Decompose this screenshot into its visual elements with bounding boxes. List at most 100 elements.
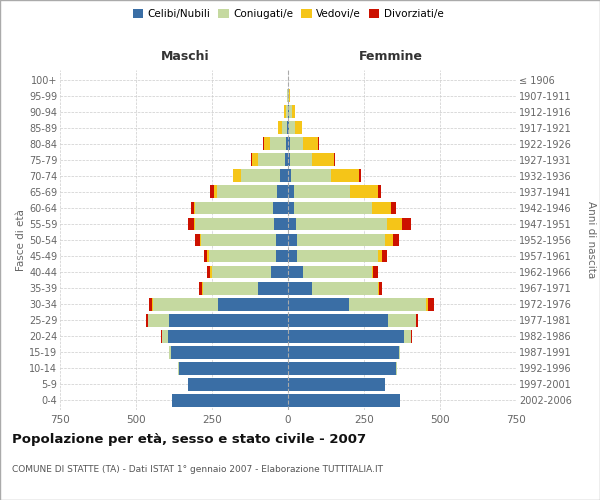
Bar <box>303 266 371 278</box>
Bar <box>188 378 288 391</box>
Bar <box>404 330 411 342</box>
Bar <box>288 378 385 391</box>
Bar <box>199 282 202 294</box>
Bar <box>334 154 335 166</box>
Bar <box>288 138 290 150</box>
Bar <box>295 122 302 134</box>
Bar <box>288 186 294 198</box>
Bar <box>371 202 391 214</box>
Bar <box>212 266 271 278</box>
Bar <box>292 106 295 118</box>
Bar <box>428 298 434 310</box>
Bar <box>149 298 152 310</box>
Bar <box>162 330 168 342</box>
Bar <box>286 106 288 118</box>
Bar <box>218 298 288 310</box>
Bar <box>411 330 412 342</box>
Bar <box>257 154 285 166</box>
Bar <box>153 298 218 310</box>
Bar <box>285 154 288 166</box>
Bar <box>288 234 297 246</box>
Bar <box>387 218 402 230</box>
Bar <box>382 250 387 262</box>
Bar <box>288 202 294 214</box>
Bar <box>257 282 288 294</box>
Bar <box>263 138 270 150</box>
Bar <box>194 218 195 230</box>
Bar <box>290 154 313 166</box>
Bar <box>202 282 203 294</box>
Bar <box>287 122 288 134</box>
Bar <box>427 298 428 310</box>
Bar <box>214 186 217 198</box>
Bar <box>161 330 162 342</box>
Bar <box>399 346 400 358</box>
Bar <box>288 362 396 374</box>
Bar <box>203 282 257 294</box>
Bar <box>288 218 296 230</box>
Text: Maschi: Maschi <box>161 50 210 63</box>
Bar <box>280 170 288 182</box>
Bar <box>282 122 287 134</box>
Bar <box>388 314 416 326</box>
Bar <box>313 282 377 294</box>
Bar <box>393 234 399 246</box>
Bar <box>195 202 273 214</box>
Bar <box>271 266 288 278</box>
Bar <box>146 314 148 326</box>
Bar <box>288 154 290 166</box>
Bar <box>286 138 288 150</box>
Bar <box>371 266 373 278</box>
Bar <box>349 298 427 310</box>
Bar <box>377 282 379 294</box>
Bar <box>289 122 295 134</box>
Bar <box>276 250 288 262</box>
Bar <box>211 186 214 198</box>
Bar <box>148 314 169 326</box>
Bar <box>211 266 212 278</box>
Bar <box>208 266 211 278</box>
Y-axis label: Fasce di età: Fasce di età <box>16 209 26 271</box>
Bar <box>288 394 400 407</box>
Bar <box>274 218 288 230</box>
Bar <box>373 266 377 278</box>
Bar <box>291 170 331 182</box>
Bar <box>377 250 382 262</box>
Bar <box>297 250 377 262</box>
Bar <box>287 89 288 102</box>
Bar <box>200 234 202 246</box>
Bar <box>377 186 381 198</box>
Bar <box>296 218 387 230</box>
Bar <box>416 314 418 326</box>
Bar <box>288 170 291 182</box>
Bar <box>313 154 334 166</box>
Bar <box>288 266 303 278</box>
Bar <box>204 250 208 262</box>
Bar <box>217 186 277 198</box>
Bar <box>191 202 194 214</box>
Bar <box>297 234 385 246</box>
Bar <box>289 89 290 102</box>
Bar <box>188 218 194 230</box>
Bar <box>276 234 288 246</box>
Bar <box>273 202 288 214</box>
Bar <box>241 170 280 182</box>
Bar <box>179 362 288 374</box>
Y-axis label: Anni di nascita: Anni di nascita <box>586 202 596 278</box>
Bar <box>233 170 241 182</box>
Bar <box>208 250 209 262</box>
Bar <box>169 346 171 358</box>
Bar <box>172 394 288 407</box>
Legend: Celibi/Nubili, Coniugati/e, Vedovi/e, Divorziati/e: Celibi/Nubili, Coniugati/e, Vedovi/e, Di… <box>128 5 448 24</box>
Bar <box>169 314 288 326</box>
Bar <box>288 89 289 102</box>
Bar <box>168 330 288 342</box>
Bar <box>288 106 289 118</box>
Bar <box>171 346 288 358</box>
Bar <box>195 234 200 246</box>
Bar <box>294 202 371 214</box>
Text: Femmine: Femmine <box>359 50 422 63</box>
Text: Popolazione per età, sesso e stato civile - 2007: Popolazione per età, sesso e stato civil… <box>12 432 366 446</box>
Bar <box>202 234 276 246</box>
Bar <box>331 170 359 182</box>
